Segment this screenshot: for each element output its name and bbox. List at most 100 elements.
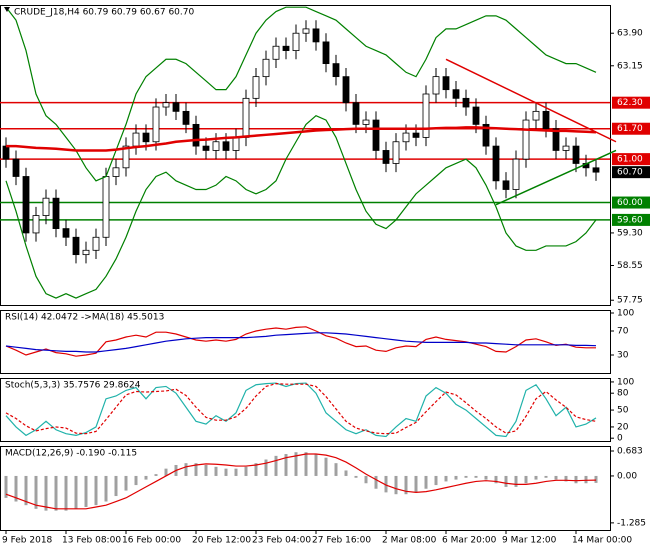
histogram-bar bbox=[94, 475, 98, 506]
candle-body bbox=[522, 119, 530, 160]
candle-body bbox=[432, 76, 440, 95]
histogram-bar bbox=[194, 463, 198, 476]
histogram-bar bbox=[494, 475, 498, 484]
histogram-bar bbox=[504, 475, 508, 487]
histogram-bar bbox=[344, 470, 348, 476]
candle-body bbox=[482, 123, 490, 147]
histogram-bar bbox=[164, 468, 168, 476]
histogram-bar bbox=[374, 475, 378, 489]
histogram-bar bbox=[4, 475, 8, 498]
histogram-bar bbox=[234, 468, 238, 476]
histogram-bar bbox=[474, 475, 478, 478]
level-label: 60.00 bbox=[617, 198, 643, 208]
histogram-bar bbox=[144, 475, 148, 480]
y-tick-label: 63.90 bbox=[617, 29, 643, 39]
y-tick-label: 100 bbox=[617, 377, 634, 387]
level-label-box bbox=[612, 96, 650, 109]
candle-body bbox=[372, 119, 380, 151]
candle-body bbox=[352, 102, 360, 125]
panel-frame bbox=[0, 310, 611, 374]
histogram-bar bbox=[244, 466, 248, 476]
y-tick-label: 50 bbox=[617, 406, 629, 416]
candle-body bbox=[32, 215, 40, 234]
level-label-box bbox=[612, 153, 650, 166]
series-line bbox=[5, 326, 596, 357]
histogram-bar bbox=[314, 454, 318, 476]
level-label-box bbox=[612, 122, 650, 135]
candle-body bbox=[322, 41, 330, 65]
y-tick-label: 63.15 bbox=[617, 61, 643, 71]
candle-body bbox=[452, 89, 460, 99]
histogram-bar bbox=[544, 475, 548, 478]
candle-body bbox=[362, 119, 370, 125]
candle-body bbox=[542, 110, 550, 130]
candle-body bbox=[492, 145, 500, 182]
histogram-bar bbox=[184, 463, 188, 476]
candle-body bbox=[562, 145, 570, 151]
histogram-bar bbox=[254, 463, 258, 476]
candle-body bbox=[2, 145, 10, 160]
level-label-box bbox=[612, 213, 650, 226]
panel-frame bbox=[0, 446, 611, 531]
candle-body bbox=[262, 58, 270, 78]
y-tick-label: 20 bbox=[617, 422, 629, 432]
y-tick-label: 57.75 bbox=[617, 296, 643, 306]
series-line bbox=[5, 382, 597, 438]
x-tick-label: 6 Mar 20:00 bbox=[442, 536, 497, 546]
panel-frame bbox=[0, 5, 611, 306]
histogram-bar bbox=[154, 474, 158, 476]
candle-body bbox=[572, 145, 580, 164]
candle-body bbox=[292, 32, 300, 51]
histogram-bar bbox=[44, 475, 48, 511]
x-tick-label: 23 Feb 04:00 bbox=[252, 536, 311, 546]
x-tick-label: 14 Mar 00:00 bbox=[572, 536, 632, 546]
candle-body bbox=[232, 137, 240, 151]
trend-line bbox=[495, 149, 617, 206]
candle-body bbox=[272, 45, 280, 60]
candle-body bbox=[412, 132, 420, 138]
series-line bbox=[5, 453, 597, 510]
candle-body bbox=[342, 76, 350, 104]
panel-title: RSI(14) 42.0472 ->MA(18) 45.5013 bbox=[5, 313, 164, 323]
candle-body bbox=[142, 132, 150, 143]
candle-body bbox=[252, 76, 260, 99]
candle-body bbox=[442, 76, 450, 91]
histogram-bar bbox=[74, 475, 78, 509]
histogram-bar bbox=[64, 475, 68, 511]
candle-body bbox=[212, 141, 220, 151]
candle-body bbox=[532, 110, 540, 121]
histogram-bar bbox=[464, 475, 468, 478]
trend-line bbox=[445, 58, 617, 143]
candle-body bbox=[302, 28, 310, 34]
candle-body bbox=[282, 45, 290, 51]
y-tick-label: 0.683 bbox=[617, 447, 643, 457]
histogram-bar bbox=[534, 475, 538, 480]
histogram-bar bbox=[274, 455, 278, 476]
candle-body bbox=[132, 132, 140, 147]
candle-body bbox=[112, 167, 120, 177]
histogram-bar bbox=[334, 463, 338, 476]
histogram-bar bbox=[514, 475, 518, 487]
candle-body bbox=[52, 197, 60, 229]
series-line bbox=[5, 332, 597, 353]
candle-body bbox=[122, 145, 130, 169]
candle-body bbox=[472, 106, 480, 125]
y-tick-label: 100 bbox=[617, 309, 634, 319]
histogram-bar bbox=[294, 452, 298, 476]
histogram-bar bbox=[214, 466, 218, 476]
histogram-bar bbox=[364, 475, 368, 484]
candle-body bbox=[392, 141, 400, 164]
histogram-bar bbox=[54, 475, 58, 511]
candle-body bbox=[402, 132, 410, 143]
histogram-bar bbox=[104, 475, 108, 502]
candle-body bbox=[592, 167, 600, 173]
histogram-bar bbox=[584, 475, 588, 484]
candle-body bbox=[152, 106, 160, 143]
menu-triangle bbox=[4, 7, 10, 12]
histogram-bar bbox=[304, 452, 308, 476]
y-tick-label: 0.00 bbox=[617, 471, 637, 481]
histogram-bar bbox=[224, 468, 228, 476]
y-tick-label: 58.55 bbox=[617, 261, 643, 271]
candle-body bbox=[202, 145, 210, 151]
histogram-bar bbox=[134, 475, 138, 486]
